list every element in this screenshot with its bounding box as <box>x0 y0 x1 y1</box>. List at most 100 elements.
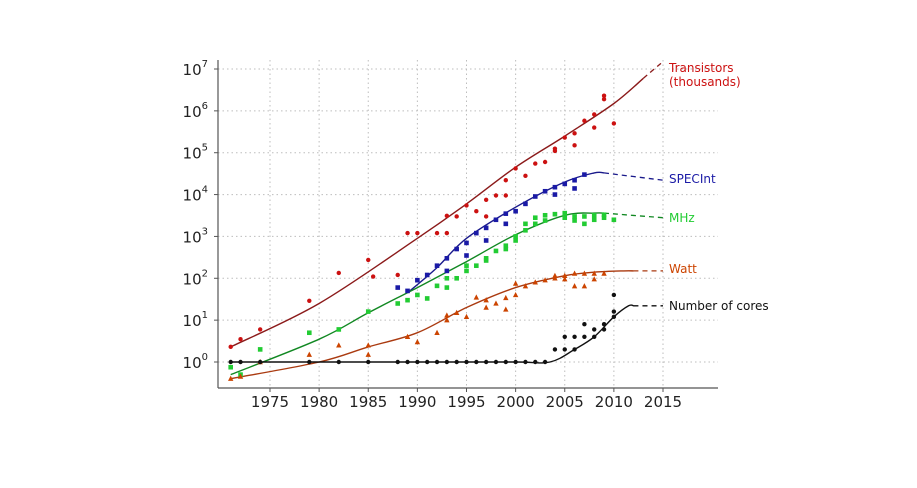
number-of-cores-point <box>493 359 499 365</box>
mhz-point <box>601 215 607 221</box>
transistors-thousands-point <box>454 214 459 219</box>
specint-point <box>405 288 410 294</box>
watt-point <box>562 276 568 282</box>
watt-point <box>503 294 509 301</box>
mhz-point <box>464 263 469 268</box>
transistors-thousands-point <box>444 213 450 219</box>
mhz-point <box>434 283 440 289</box>
y-tick-exponent: 6 <box>202 101 208 112</box>
specint-point <box>444 268 450 274</box>
mhz-point <box>523 228 528 233</box>
mhz-point <box>395 301 401 306</box>
number-of-cores-point <box>562 334 567 339</box>
watt-point <box>414 339 421 345</box>
number-of-cores-point <box>601 327 607 332</box>
number-of-cores-point <box>425 359 430 365</box>
number-of-cores-point <box>257 359 263 365</box>
trend-lines <box>230 61 664 380</box>
number-of-cores-point <box>434 359 440 365</box>
y-tick-label: 107 <box>183 59 208 79</box>
specint-point <box>483 238 489 243</box>
number-of-cores-point <box>611 292 617 298</box>
transistors-thousands-point <box>552 146 558 151</box>
watt-point <box>562 272 568 278</box>
specint-projection-line <box>603 172 664 181</box>
y-tick-exponent: 5 <box>202 143 208 154</box>
y-tick-label: 100 <box>183 352 208 372</box>
y-tick-base: 10 <box>183 61 202 79</box>
transistors-thousands-point <box>592 125 597 130</box>
watt-point <box>365 351 371 357</box>
specint-point <box>424 272 430 278</box>
mhz-point <box>572 218 577 223</box>
transistors-thousands-point <box>415 230 420 236</box>
mhz-point <box>562 210 568 216</box>
number-of-cores-point <box>592 334 597 339</box>
mhz-point <box>591 212 597 218</box>
transistors-thousands-point <box>483 197 489 203</box>
number-of-cores-point <box>307 359 312 365</box>
number-of-cores-point <box>503 359 508 365</box>
number-of-cores-point <box>444 359 450 365</box>
y-tick-exponent: 3 <box>202 226 208 237</box>
watt-point <box>365 342 371 348</box>
mhz-point <box>228 364 233 370</box>
number-of-cores-trend-line <box>230 304 634 364</box>
number-of-cores-point <box>395 359 400 365</box>
mhz-point <box>513 238 518 243</box>
number-of-cores-point <box>454 359 459 365</box>
watt-point <box>581 283 588 289</box>
mhz-point <box>444 275 450 281</box>
number-of-cores-point <box>552 347 558 352</box>
specint-point <box>464 240 469 246</box>
number-of-cores-point <box>523 359 528 365</box>
number-of-cores-point <box>562 347 567 352</box>
transistors-thousands-point <box>366 257 371 263</box>
transistors-thousands-point <box>395 272 400 278</box>
transistors-thousands-point <box>336 270 341 276</box>
transistors-thousands-projection-line <box>642 61 664 79</box>
specint-point <box>562 181 568 187</box>
watt-point <box>453 309 460 315</box>
transistors-thousands-point <box>582 118 587 123</box>
transistors-thousands-trend-line <box>230 77 644 348</box>
x-tick-labels: 1975 1980 1985 1990 1995 2000 2005 2010 2015 <box>251 393 682 411</box>
transistors-thousands-point <box>444 230 450 236</box>
watt-point <box>571 283 578 289</box>
watt-point <box>522 283 529 289</box>
transistors-thousands-point <box>307 298 312 303</box>
specint-point <box>464 253 469 258</box>
y-tick-label: 105 <box>183 143 208 163</box>
specint-point <box>572 186 577 191</box>
mhz-point <box>503 246 509 252</box>
mhz-point <box>591 217 597 223</box>
mhz-point <box>503 243 509 249</box>
mhz-point <box>552 211 558 217</box>
y-tick-base: 10 <box>183 187 202 205</box>
watt-point <box>512 280 519 286</box>
watt-point <box>581 270 588 276</box>
x-tick-label: 1985 <box>349 393 387 411</box>
mhz-point <box>405 297 410 303</box>
number-of-cores-point <box>366 359 371 365</box>
mhz-point <box>454 275 459 281</box>
number-of-cores-label: Number of cores <box>669 299 769 313</box>
mhz-point <box>611 217 617 223</box>
watt-point <box>404 333 411 339</box>
transistors-thousands-point <box>257 327 263 332</box>
mhz-point <box>336 327 342 332</box>
transistors-thousands-point <box>523 173 528 179</box>
specint-point <box>582 172 587 177</box>
x-tick-label: 1975 <box>251 393 289 411</box>
mhz-point <box>532 221 538 227</box>
number-of-cores-point <box>582 321 587 327</box>
transistors-thousands-point <box>513 166 518 171</box>
transistors-thousands-point <box>503 178 508 183</box>
specint-point <box>415 277 420 283</box>
specint-point <box>434 263 440 268</box>
watt-point <box>601 270 607 276</box>
mhz-point <box>572 214 577 219</box>
transistors-thousands-point <box>562 135 567 140</box>
transistors-thousands-point <box>405 230 410 236</box>
specint-point <box>503 221 509 227</box>
